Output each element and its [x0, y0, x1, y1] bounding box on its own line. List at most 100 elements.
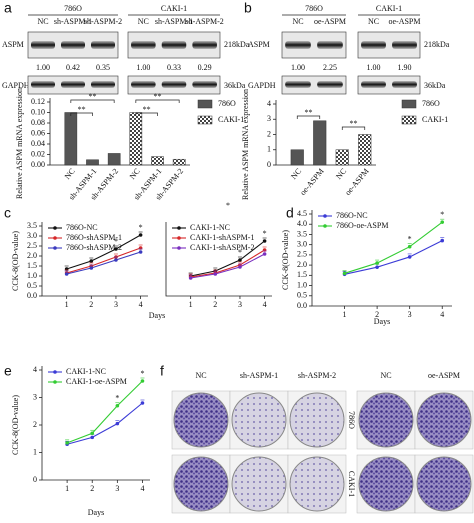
- x-tick-label: 1: [343, 310, 347, 319]
- band: [31, 41, 55, 49]
- x-tick-label: 2: [213, 300, 217, 309]
- plate: [358, 392, 414, 448]
- x-axis-label: Days: [374, 317, 390, 326]
- significance: **: [305, 108, 313, 117]
- point: [213, 272, 218, 276]
- significance: *: [140, 369, 144, 378]
- legend-marker: [53, 246, 57, 250]
- legend-label: 786O: [422, 99, 440, 108]
- legend-marker: [177, 246, 181, 250]
- band: [31, 81, 55, 88]
- legend-label: 786O: [218, 99, 236, 108]
- panel-label: f: [160, 363, 164, 379]
- blot-box: [281, 75, 347, 95]
- y-tick-label: 0.08: [31, 118, 45, 127]
- series-line: [66, 251, 141, 275]
- y-tick-label: 3: [267, 114, 271, 123]
- legend-label: CAKI-1: [218, 115, 244, 124]
- significance: *: [408, 235, 412, 244]
- x-axis-label: Days: [149, 311, 165, 320]
- panel-label: c: [4, 205, 11, 221]
- band: [91, 41, 115, 49]
- plate: [231, 392, 287, 448]
- legend-marker: [177, 236, 181, 240]
- y-tick-label: 0.04: [31, 139, 45, 148]
- x-tick-label: NC: [289, 167, 303, 181]
- column-label: sh-ASPM-1: [240, 371, 278, 380]
- significance: *: [238, 248, 242, 257]
- legend-marker: [177, 226, 181, 230]
- series-line: [66, 247, 141, 274]
- legend-label: CAKI-1-NC: [190, 223, 230, 232]
- y-tick-label: 1: [33, 447, 37, 456]
- plate: [289, 392, 345, 448]
- panel-label: b: [244, 0, 252, 16]
- band: [392, 41, 417, 49]
- lane-label: NC: [292, 17, 303, 26]
- row-label: GAPDH: [248, 81, 276, 90]
- band: [317, 81, 343, 88]
- legend-label: 786O-NC: [66, 223, 98, 232]
- legend-label: CAKI-1: [422, 115, 448, 124]
- lane-label: oe-ASPM: [388, 17, 420, 26]
- band: [317, 41, 343, 49]
- x-tick-label: 3: [115, 484, 119, 493]
- y-axis-label: Relative ASPM mRNA expression: [15, 88, 24, 199]
- note-mark: *: [226, 201, 230, 210]
- legend-label: 786O-shASPM-1: [66, 233, 122, 242]
- legend-label: 786O-oe-ASPM: [336, 221, 388, 230]
- y-tick-label: 0: [267, 160, 271, 169]
- lane-label: NC: [368, 17, 379, 26]
- row-label: ASPM: [248, 40, 270, 49]
- y-tick-label: 3.5: [297, 229, 307, 238]
- series-line: [344, 240, 443, 275]
- band: [61, 41, 85, 49]
- band: [161, 81, 187, 88]
- bar: [151, 156, 164, 166]
- y-tick-label: 2.0: [27, 251, 37, 260]
- row-label: ASPM: [2, 40, 24, 49]
- axis-line: [165, 222, 272, 297]
- group-label: 786O: [64, 4, 82, 13]
- point: [238, 265, 242, 269]
- legend-label: CAKI-1-shASPM-2: [190, 243, 254, 252]
- point: [440, 238, 445, 243]
- y-tick-label: 1.5: [297, 270, 307, 279]
- blot-box: [357, 75, 421, 95]
- point: [89, 259, 94, 263]
- series-line: [66, 402, 143, 445]
- y-tick-label: 4.0: [297, 219, 307, 228]
- band: [161, 41, 187, 49]
- x-tick-label: 1: [189, 300, 193, 309]
- lane-label: sh-ASPM-2: [84, 17, 122, 26]
- x-tick-label: NC: [63, 167, 77, 181]
- legend-swatch: [197, 115, 213, 125]
- y-tick-label: 4: [267, 99, 271, 108]
- bar: [290, 149, 304, 166]
- x-tick-label: 4: [139, 300, 143, 309]
- legend-swatch: [401, 115, 417, 125]
- lane-label: sh-ASPM-2: [186, 17, 224, 26]
- y-tick-label: 0: [33, 475, 37, 484]
- legend-swatch: [401, 99, 417, 109]
- legend-label: CAKI-1-NC: [66, 367, 106, 376]
- point: [90, 431, 95, 436]
- y-tick-label: 0.5: [27, 281, 37, 290]
- significance: **: [350, 119, 358, 128]
- band: [392, 81, 417, 88]
- band: [131, 81, 156, 88]
- legend-label: CAKI-1-shASPM-1: [190, 233, 254, 242]
- significance: *: [440, 210, 444, 219]
- x-tick-label: NC: [334, 167, 348, 181]
- x-tick-label: 4: [440, 310, 444, 319]
- y-tick-label: 0.02: [31, 149, 45, 158]
- series-line: [190, 253, 265, 279]
- bracket: [296, 115, 321, 119]
- plate: [173, 392, 229, 448]
- y-tick-label: 2.5: [27, 241, 37, 250]
- x-axis-label: Days: [88, 508, 104, 517]
- point: [89, 266, 94, 270]
- significance: **: [78, 105, 86, 114]
- plate: [289, 456, 345, 512]
- bracket: [70, 99, 115, 103]
